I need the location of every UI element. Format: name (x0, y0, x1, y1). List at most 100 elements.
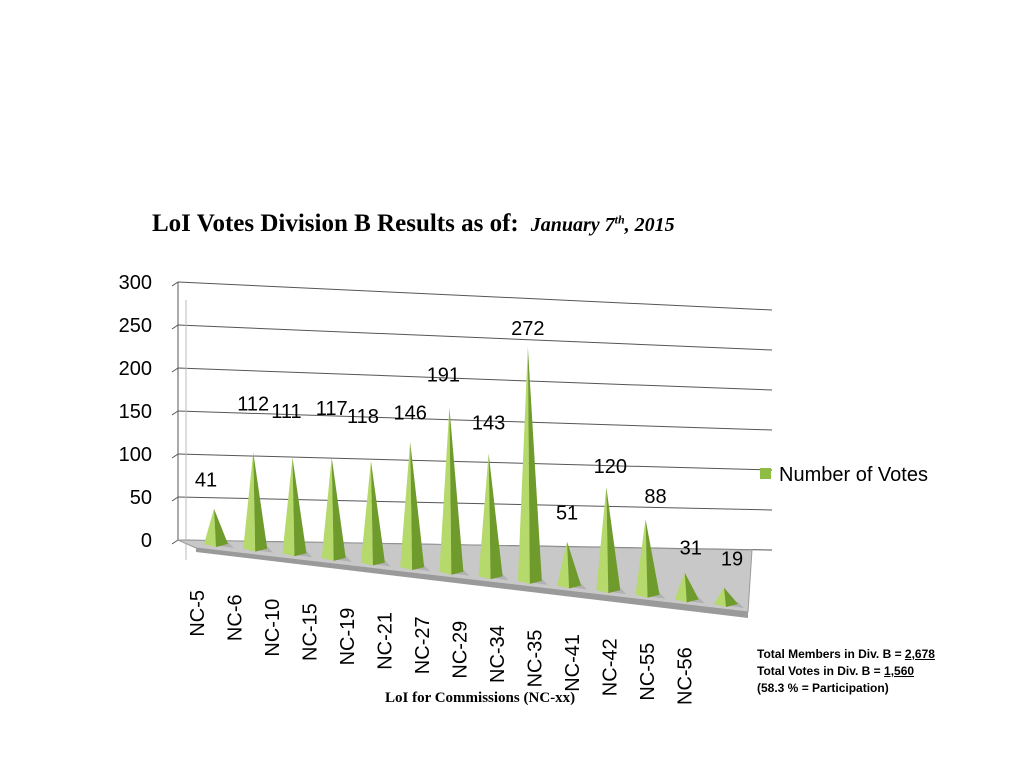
bar (321, 457, 352, 562)
bar (400, 441, 431, 572)
bar (517, 347, 548, 585)
gridline-leader (171, 453, 179, 459)
bar-face-left (321, 457, 334, 561)
chart-title-date: January 7th, 2015 (530, 212, 675, 236)
bar-face-right (370, 460, 385, 566)
bar-face-left (282, 457, 295, 557)
bar-face-right (449, 407, 464, 575)
participation-line: (58.3 % = Participation) (757, 681, 889, 695)
bar (635, 519, 666, 599)
category-label: NC-21 (375, 612, 397, 670)
category-label: NC-42 (600, 638, 622, 696)
bar-face-left (557, 541, 570, 589)
bar-face-left (204, 508, 216, 547)
total-members-value: 2,678 (904, 647, 935, 661)
bar-face-left (596, 486, 609, 594)
data-label: 120 (594, 456, 627, 478)
legend-swatch (760, 468, 771, 479)
bar-face-right (684, 572, 699, 603)
y-tick-label: 300 (119, 272, 152, 294)
y-tick-label: 50 (130, 487, 152, 509)
bar (439, 407, 470, 576)
bar-face-left (517, 347, 530, 584)
y-tick-label: 0 (141, 530, 152, 552)
bar-face-right (253, 452, 268, 552)
bar (596, 486, 627, 595)
x-axis-title: LoI for Commissions (NC-xx) (385, 690, 576, 706)
category-label: NC-55 (637, 643, 659, 701)
data-label: 117 (316, 398, 348, 420)
gridline-leader (171, 367, 179, 373)
y-axis-ticks: 0 50 100 150 200 250 300 (119, 272, 152, 552)
y-tick-label: 250 (119, 315, 152, 337)
gridline-leader (171, 324, 179, 330)
category-label: NC-5 (187, 590, 209, 637)
gridline (177, 496, 773, 511)
category-label: NC-35 (525, 630, 547, 688)
category-label: NC-10 (262, 599, 284, 657)
bar-face-right (645, 519, 660, 598)
category-label: NC-6 (225, 594, 247, 641)
data-label: 19 (721, 549, 743, 571)
data-label: 143 (472, 412, 505, 434)
gridline-leader (171, 496, 179, 502)
y-tick-label: 100 (119, 444, 152, 466)
bar-face-right (292, 457, 307, 557)
gridline-leader (171, 410, 179, 416)
bar-face-right (488, 453, 503, 580)
bar-face-left (400, 441, 413, 571)
bars (204, 347, 744, 608)
data-label: 112 (237, 393, 269, 415)
title-date-year: , 2015 (624, 214, 675, 236)
bar (282, 457, 313, 558)
gridlines (171, 281, 773, 560)
total-votes-line: Total Votes in Div. B = 1,560 (757, 663, 935, 680)
bar-face-left (714, 587, 726, 607)
legend-label: Number of Votes (779, 464, 928, 486)
bar (478, 453, 509, 581)
title-date-sup: th (614, 212, 625, 227)
title-date-day: January 7 (530, 214, 615, 236)
total-members-line: Total Members in Div. B = 2,678 (757, 646, 935, 663)
chart-title: LoI Votes Division B Results as of: Janua… (152, 210, 675, 238)
category-label: NC-34 (487, 625, 509, 683)
bar-face-left (478, 453, 491, 580)
total-votes-label: Total Votes in Div. B = (757, 664, 885, 678)
gridline (177, 410, 773, 431)
bar-face-left (360, 460, 373, 566)
bar-face-right (567, 541, 582, 589)
bar-face-right (527, 347, 542, 584)
total-members-label: Total Members in Div. B = (757, 647, 905, 661)
y-tick-label: 150 (119, 401, 152, 423)
data-label: 118 (347, 406, 379, 428)
data-label: 272 (511, 318, 544, 340)
total-votes-value: 1,560 (884, 664, 915, 678)
category-label: NC-41 (562, 634, 584, 692)
data-label: 51 (556, 503, 578, 525)
bar-face-left (243, 452, 256, 552)
bar (243, 452, 274, 553)
y-tick-label: 200 (119, 358, 152, 380)
bar-face-right (606, 486, 621, 594)
bar-face-right (331, 457, 346, 561)
category-label: NC-56 (675, 647, 697, 705)
bar-face-right (410, 441, 425, 571)
bar (674, 572, 705, 604)
summary-notes: Total Members in Div. B = 2,678 Total Vo… (757, 646, 935, 697)
bar (557, 541, 588, 590)
category-label: NC-27 (412, 616, 434, 674)
data-label: 41 (195, 470, 217, 492)
bar (714, 587, 744, 608)
chart-title-text: LoI Votes Division B Results as of: (152, 210, 519, 237)
bar (360, 460, 391, 567)
data-label: 88 (644, 486, 666, 508)
category-label: NC-15 (300, 603, 322, 661)
gridline-leader (171, 539, 179, 545)
floor-edge (196, 548, 748, 618)
bar-face-left (439, 407, 452, 575)
data-label: 191 (427, 364, 460, 386)
bar-face-right (724, 587, 738, 607)
bar (204, 508, 234, 548)
